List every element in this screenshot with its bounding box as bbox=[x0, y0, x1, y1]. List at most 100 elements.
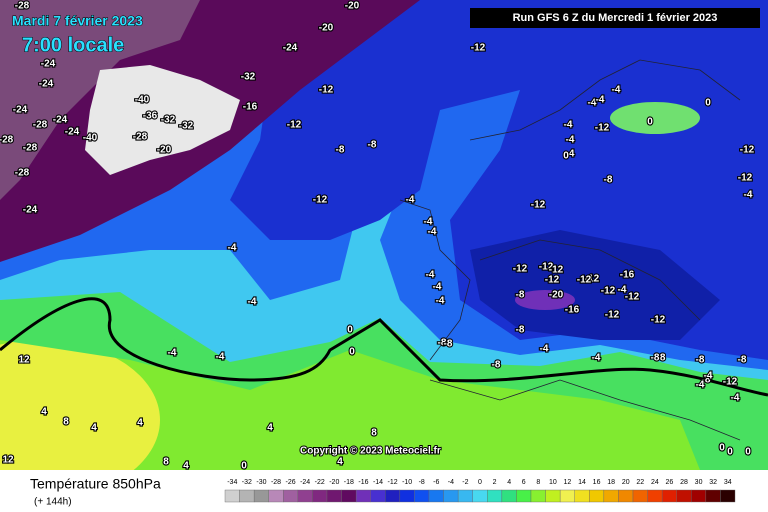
contour-label: 4 bbox=[337, 457, 343, 468]
scale-label: -18 bbox=[344, 479, 354, 486]
scale-label: 10 bbox=[549, 479, 557, 486]
scale-label: -34 bbox=[227, 479, 237, 486]
scale-swatch bbox=[720, 489, 736, 503]
contour-label: -8 bbox=[657, 353, 666, 364]
scale-label: 28 bbox=[680, 479, 688, 486]
scale-swatch bbox=[239, 489, 255, 503]
contour-label: -20 bbox=[549, 290, 564, 301]
scale-swatch bbox=[705, 489, 721, 503]
contour-label: -8 bbox=[604, 175, 613, 186]
contour-label: -12 bbox=[601, 286, 616, 297]
contour-label: -12 bbox=[625, 292, 640, 303]
contour-label: -4 bbox=[596, 95, 605, 106]
scale-label: 26 bbox=[666, 479, 674, 486]
contour-label: 4 bbox=[41, 407, 47, 418]
contour-label: -8 bbox=[516, 325, 525, 336]
scale-label: -16 bbox=[358, 479, 368, 486]
contour-label: -4 bbox=[564, 120, 573, 131]
contour-label: -28 bbox=[15, 168, 30, 179]
run-info: Run GFS 6 Z du Mercredi 1 février 2023 bbox=[513, 12, 718, 24]
scale-label: -22 bbox=[315, 479, 325, 486]
contour-label: -24 bbox=[53, 115, 68, 126]
contour-label: -8 bbox=[368, 140, 377, 151]
contour-label: -24 bbox=[65, 127, 80, 138]
contour-label: -4 bbox=[216, 352, 225, 363]
scale-swatch bbox=[618, 489, 634, 503]
scale-label: 12 bbox=[564, 479, 572, 486]
contour-label: -12 bbox=[471, 43, 486, 54]
contour-label: -8 bbox=[696, 355, 705, 366]
contour-label: -4 bbox=[433, 282, 442, 293]
contour-label: -28 bbox=[0, 135, 14, 146]
contour-label: -24 bbox=[283, 43, 298, 54]
scale-label: -24 bbox=[300, 479, 310, 486]
contour-label: 0 bbox=[727, 447, 733, 458]
scale-swatch bbox=[545, 489, 561, 503]
cold-core bbox=[470, 230, 720, 340]
contour-label: -36 bbox=[143, 111, 158, 122]
contour-label: -4 bbox=[248, 297, 257, 308]
yellow-area bbox=[0, 340, 160, 470]
contour-label: 8 bbox=[63, 417, 69, 428]
scale-swatch bbox=[487, 489, 503, 503]
scale-label: -8 bbox=[419, 479, 425, 486]
contour-label: 0 bbox=[349, 347, 355, 358]
contour-label: 8 bbox=[163, 457, 169, 468]
scale-label: -20 bbox=[329, 479, 339, 486]
scale-label: -10 bbox=[402, 479, 412, 486]
contour-label: -8 bbox=[336, 145, 345, 156]
scale-label: 4 bbox=[507, 479, 511, 486]
scale-label: 22 bbox=[636, 479, 644, 486]
zero-isotherm bbox=[0, 297, 768, 397]
contour-label: -20 bbox=[319, 23, 334, 34]
scale-label: 8 bbox=[536, 479, 540, 486]
scale-swatch bbox=[268, 489, 284, 503]
contour-label: -16 bbox=[243, 102, 258, 113]
scale-label: 6 bbox=[522, 479, 526, 486]
scale-swatch bbox=[501, 489, 517, 503]
contour-label: -28 bbox=[133, 132, 148, 143]
contour-label: -8 bbox=[444, 339, 453, 350]
contour-label: -12 bbox=[513, 264, 528, 275]
legend-title: Température 850hPa bbox=[30, 476, 161, 492]
contour-label: -4 bbox=[436, 296, 445, 307]
scale-swatch bbox=[559, 489, 575, 503]
contour-label: -24 bbox=[23, 205, 38, 216]
cold-pocket bbox=[515, 290, 575, 310]
contour-label: -32 bbox=[241, 72, 256, 83]
scale-label: -14 bbox=[373, 479, 383, 486]
contour-label: -8 bbox=[702, 375, 711, 386]
contour-label: -12 bbox=[651, 315, 666, 326]
contour-label: -4 bbox=[228, 243, 237, 254]
scale-swatch bbox=[399, 489, 415, 503]
contour-label: 0 bbox=[347, 325, 353, 336]
scale-swatch bbox=[414, 489, 430, 503]
contour-label: -12 bbox=[723, 377, 738, 388]
scale-swatch bbox=[574, 489, 590, 503]
scale-swatch bbox=[341, 489, 357, 503]
scale-label: 32 bbox=[709, 479, 717, 486]
contour-label: -12 bbox=[549, 265, 564, 276]
contour-label: -12 bbox=[531, 200, 546, 211]
scale-swatch bbox=[632, 489, 648, 503]
contour-label: -12 bbox=[287, 120, 302, 131]
contour-label: -4 bbox=[744, 190, 753, 201]
contour-label: 4 bbox=[91, 423, 97, 434]
contour-label: 4 bbox=[267, 423, 273, 434]
scale-label: -30 bbox=[256, 479, 266, 486]
scale-label: -28 bbox=[271, 479, 281, 486]
contour-label: -12 bbox=[313, 195, 328, 206]
contour-labels: -28 -20-24-20-24-24-24-28 -24-24-28-28-28-… bbox=[0, 0, 756, 473]
contour-label: -8 bbox=[492, 360, 501, 371]
scale-swatch bbox=[253, 489, 269, 503]
scale-label: 24 bbox=[651, 479, 659, 486]
scale-swatch bbox=[385, 489, 401, 503]
scale-swatch bbox=[603, 489, 619, 503]
scale-swatch bbox=[589, 489, 605, 503]
contour-label: 0 bbox=[745, 447, 751, 458]
contour-label: 0 bbox=[705, 98, 711, 109]
contour-label: -4 bbox=[696, 380, 705, 391]
contour-label: 0 bbox=[647, 117, 653, 128]
scale-label: -2 bbox=[462, 479, 468, 486]
contour-label: -4 bbox=[731, 393, 740, 404]
